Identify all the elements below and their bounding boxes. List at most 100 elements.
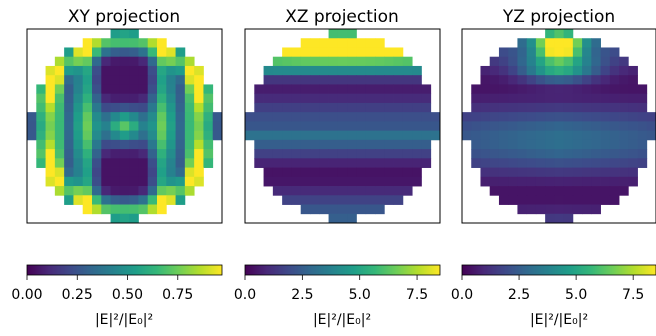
heatmap-cell <box>508 56 518 67</box>
heatmap-cell <box>582 186 592 196</box>
heatmap-cell <box>101 65 111 76</box>
heatmap-cell <box>384 167 394 178</box>
heatmap-cell <box>535 195 546 205</box>
heatmap-cell <box>337 204 348 215</box>
heatmap-cell <box>356 38 367 48</box>
heatmap-cell <box>291 112 302 122</box>
heatmap-cell <box>554 102 565 113</box>
heatmap-cell <box>54 186 65 196</box>
heatmap-cell <box>554 121 565 132</box>
panel-xz: XZ projection 0.0 2.5 5.0 7.5 |E|²/|E₀|² <box>234 7 441 328</box>
heatmap-cell <box>272 102 283 113</box>
heatmap-cell <box>194 149 204 159</box>
heatmap-cell <box>572 186 583 196</box>
heatmap-cell <box>563 93 574 104</box>
heatmap-cell <box>282 158 292 168</box>
heatmap-cell <box>147 112 158 122</box>
heatmap-cell <box>92 186 102 196</box>
heatmap-cell <box>282 75 292 85</box>
heatmap-cell <box>347 176 357 187</box>
heatmap-cell <box>282 56 292 67</box>
heatmap-cell <box>535 84 546 95</box>
heatmap-cell <box>101 130 111 141</box>
heatmap-cell <box>147 158 158 168</box>
heatmap-cell <box>347 158 357 168</box>
heatmap-cell <box>517 112 528 122</box>
colorbar-label-yz: |E|²/|E₀|² <box>530 312 588 328</box>
heatmap-cell <box>347 121 357 132</box>
heatmap-cell <box>554 158 565 168</box>
heatmap-cell <box>282 176 292 187</box>
heatmap-cell <box>319 56 329 67</box>
heatmap-cell <box>110 149 121 159</box>
heatmap-cell <box>45 102 56 113</box>
heatmap-cell <box>572 112 583 122</box>
heatmap-cell <box>402 149 413 159</box>
heatmap-cell <box>384 139 394 150</box>
heatmap-cell <box>498 130 509 141</box>
heatmap-cell <box>203 158 214 168</box>
heatmap-cell <box>119 112 130 122</box>
heatmap-cell <box>157 176 167 187</box>
heatmap-cell <box>300 186 311 196</box>
heatmap-cell <box>582 204 592 215</box>
heatmap-cell <box>526 158 537 168</box>
heatmap-cell <box>73 139 84 150</box>
heatmap-cell <box>212 130 223 141</box>
heatmap-cell <box>328 121 339 132</box>
heatmap-cell <box>554 186 565 196</box>
heatmap-cell <box>328 139 339 150</box>
heatmap-cell <box>498 195 509 205</box>
heatmap-cell <box>184 65 195 76</box>
heatmap-cell <box>393 84 404 95</box>
panel-xy: XY projection 0.00 0.25 0.50 0.75 |E|²/|E₀|… <box>11 7 223 328</box>
heatmap-cell <box>166 75 176 85</box>
heatmap-cell <box>147 195 158 205</box>
heatmap-cell <box>393 93 404 104</box>
heatmap-cell <box>628 121 638 132</box>
heatmap-cell <box>535 149 546 159</box>
heatmap-cell <box>365 176 376 187</box>
heatmap-cell <box>147 176 158 187</box>
heatmap-cell <box>82 47 93 58</box>
heatmap-cell <box>412 130 422 141</box>
heatmap-cell <box>356 65 367 76</box>
panel-yz: YZ projection 0.0 2.5 5.0 7.5 |E|²/|E₀|² <box>451 7 656 328</box>
heatmap-cell <box>375 102 385 113</box>
heatmap-cell <box>263 112 274 122</box>
heatmap-cell <box>64 195 74 205</box>
heatmap-cell <box>582 167 592 178</box>
heatmap-cell <box>582 93 592 104</box>
heatmap-cell <box>563 195 574 205</box>
heatmap-cell <box>119 47 130 58</box>
colorbar-tick-label: 0.00 <box>11 287 42 303</box>
heatmap-cell <box>365 75 376 85</box>
heatmap-cell <box>337 38 348 48</box>
heatmap-cell <box>591 38 601 48</box>
heatmap-cell <box>356 176 367 187</box>
heatmap-cell <box>194 93 204 104</box>
heatmap-cell <box>129 112 139 122</box>
heatmap-cell <box>101 56 111 67</box>
heatmap-cell <box>526 121 537 132</box>
heatmap-cell <box>526 75 537 85</box>
heatmap-cell <box>628 102 638 113</box>
heatmap-cell <box>619 93 629 104</box>
heatmap-cell <box>54 75 65 85</box>
heatmap-cell <box>175 102 186 113</box>
heatmap-cell <box>138 204 149 215</box>
heatmap-cell <box>402 56 413 67</box>
heatmap-cell <box>508 75 518 85</box>
heatmap-cell <box>375 75 385 85</box>
heatmap-cell <box>412 167 422 178</box>
heatmap-cell <box>110 195 121 205</box>
heatmap-cell <box>92 102 102 113</box>
heatmap-cell <box>92 84 102 95</box>
heatmap-cell <box>101 112 111 122</box>
heatmap-cell <box>73 195 84 205</box>
heatmap-cell <box>489 112 500 122</box>
colorbar-tick-label: 0.25 <box>62 287 93 303</box>
heatmap-cell <box>110 29 121 39</box>
heatmap-cell <box>282 112 292 122</box>
heatmap-cell <box>508 130 518 141</box>
